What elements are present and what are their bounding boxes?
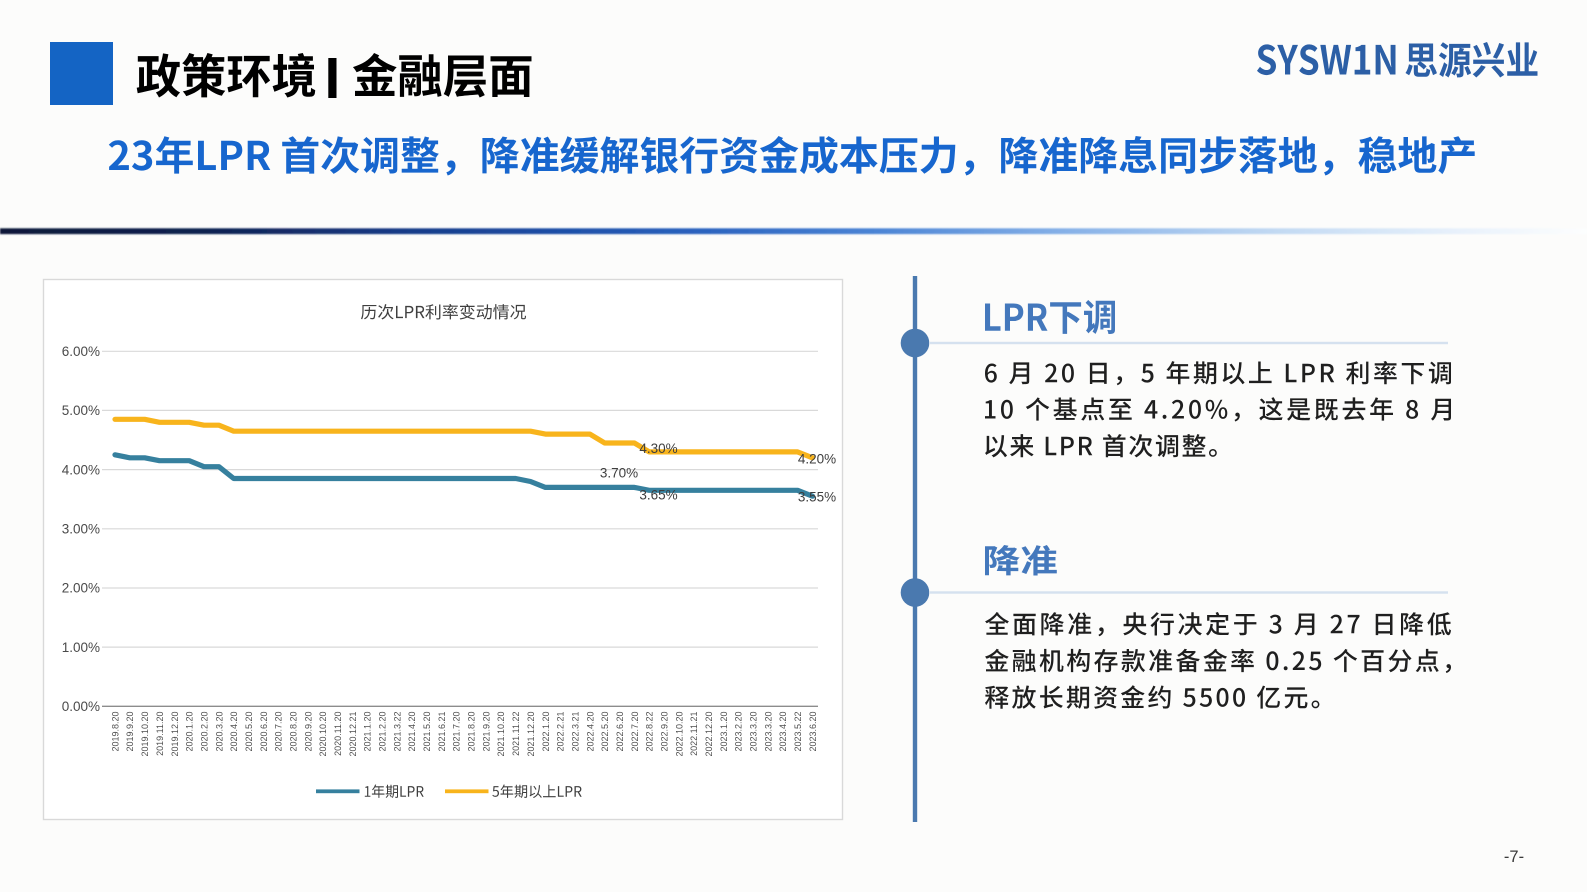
svg-text:2019.8.20: 2019.8.20 xyxy=(110,712,120,752)
svg-text:3.70%: 3.70% xyxy=(600,465,638,480)
svg-text:2020.6.20: 2020.6.20 xyxy=(259,712,269,752)
svg-text:2023.5.22: 2023.5.22 xyxy=(793,712,803,752)
svg-text:2019.11.20: 2019.11.20 xyxy=(155,712,165,756)
svg-text:2022.1.20: 2022.1.20 xyxy=(541,712,551,752)
svg-text:2020.3.20: 2020.3.20 xyxy=(214,712,224,752)
svg-text:4.00%: 4.00% xyxy=(62,462,100,477)
svg-text:2022.10.20: 2022.10.20 xyxy=(674,712,684,757)
svg-text:3.55%: 3.55% xyxy=(798,489,836,504)
svg-text:3.65%: 3.65% xyxy=(639,488,677,503)
svg-text:2021.5.20: 2021.5.20 xyxy=(422,712,432,752)
svg-text:2020.1.20: 2020.1.20 xyxy=(185,712,195,752)
svg-text:2.00%: 2.00% xyxy=(62,581,100,596)
svg-text:3.00%: 3.00% xyxy=(62,522,100,537)
svg-text:2022.3.21: 2022.3.21 xyxy=(570,712,580,752)
svg-text:2021.7.20: 2021.7.20 xyxy=(452,712,462,752)
svg-text:2022.5.20: 2022.5.20 xyxy=(600,712,610,752)
svg-text:0.00%: 0.00% xyxy=(62,699,100,714)
svg-text:2021.4.20: 2021.4.20 xyxy=(407,712,417,752)
svg-text:2020.12.21: 2020.12.21 xyxy=(348,712,358,757)
svg-text:2020.8.20: 2020.8.20 xyxy=(289,712,299,752)
svg-text:2021.10.20: 2021.10.20 xyxy=(496,712,506,757)
svg-text:2019.12.20: 2019.12.20 xyxy=(170,712,180,757)
svg-text:2022.8.22: 2022.8.22 xyxy=(645,712,655,752)
svg-text:2020.7.20: 2020.7.20 xyxy=(274,712,284,752)
svg-text:4.30%: 4.30% xyxy=(639,441,677,456)
svg-text:2022.11.21: 2022.11.21 xyxy=(689,712,699,756)
svg-text:4.20%: 4.20% xyxy=(798,452,836,467)
svg-text:2021.2.20: 2021.2.20 xyxy=(378,712,388,752)
svg-text:2022.12.20: 2022.12.20 xyxy=(704,712,714,757)
svg-text:2020.9.20: 2020.9.20 xyxy=(303,712,313,752)
svg-text:2020.5.20: 2020.5.20 xyxy=(244,712,254,752)
svg-text:2023.4.20: 2023.4.20 xyxy=(778,712,788,752)
svg-text:5.00%: 5.00% xyxy=(62,403,100,418)
svg-text:2020.4.20: 2020.4.20 xyxy=(229,712,239,752)
svg-text:2023.2.20: 2023.2.20 xyxy=(734,712,744,752)
svg-text:2021.6.21: 2021.6.21 xyxy=(437,712,447,752)
svg-text:-7-: -7- xyxy=(1504,848,1524,866)
svg-text:2021.11.22: 2021.11.22 xyxy=(511,712,521,756)
svg-text:2023.3.20: 2023.3.20 xyxy=(749,712,759,752)
svg-text:2023.1.20: 2023.1.20 xyxy=(719,712,729,752)
svg-text:2019.9.20: 2019.9.20 xyxy=(125,712,135,752)
svg-text:2023.6.20: 2023.6.20 xyxy=(808,712,818,752)
svg-text:2022.9.20: 2022.9.20 xyxy=(660,712,670,752)
svg-text:2021.12.20: 2021.12.20 xyxy=(526,712,536,757)
svg-text:2021.1.20: 2021.1.20 xyxy=(363,712,373,752)
svg-text:1.00%: 1.00% xyxy=(62,640,100,655)
svg-text:2021.8.20: 2021.8.20 xyxy=(467,712,477,752)
svg-text:2020.11.20: 2020.11.20 xyxy=(333,712,343,756)
svg-text:2021.3.22: 2021.3.22 xyxy=(392,712,402,752)
svg-text:2022.4.20: 2022.4.20 xyxy=(585,712,595,752)
svg-text:2019.10.20: 2019.10.20 xyxy=(140,712,150,757)
svg-text:2022.2.21: 2022.2.21 xyxy=(556,712,566,752)
svg-text:6.00%: 6.00% xyxy=(62,344,100,359)
svg-text:2022.7.20: 2022.7.20 xyxy=(630,712,640,752)
svg-text:2020.2.20: 2020.2.20 xyxy=(199,712,209,752)
svg-text:2020.10.20: 2020.10.20 xyxy=(318,712,328,757)
svg-text:2023.3.20: 2023.3.20 xyxy=(763,712,773,752)
svg-text:2021.9.20: 2021.9.20 xyxy=(481,712,491,752)
svg-text:2022.6.20: 2022.6.20 xyxy=(615,712,625,752)
